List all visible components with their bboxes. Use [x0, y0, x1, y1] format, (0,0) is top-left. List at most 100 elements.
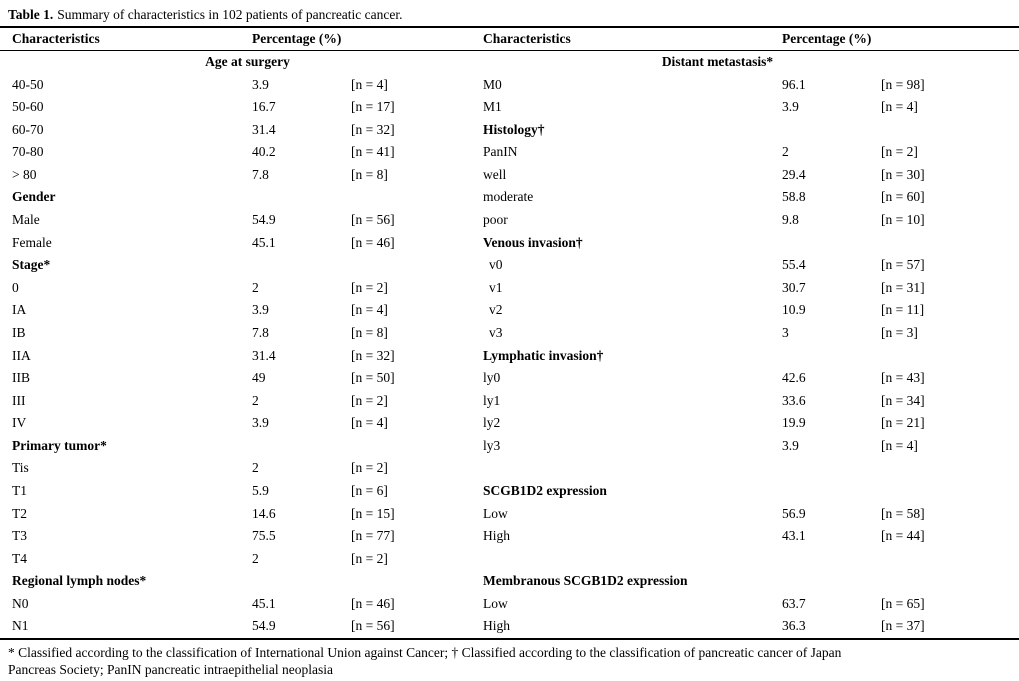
row-count: [n = 2] [351, 392, 388, 408]
row-percentage: 75.5 [252, 528, 276, 544]
row-empty [782, 457, 881, 480]
row-characteristic: Male [12, 212, 40, 228]
row-count: [n = 2] [351, 460, 388, 476]
row-percentage [252, 570, 351, 593]
table-row: 70-80 40.2 [n = 41] PanIN 2 [n = 2] [0, 141, 1019, 164]
table-row: 40-50 3.9 [n = 4] M0 96.1 [n = 98] [0, 74, 1019, 97]
row-percentage: 36.3 [782, 618, 806, 634]
row-count: [n = 17] [351, 99, 395, 115]
header-spacer-right [881, 28, 1008, 50]
table-row: T2 14.6 [n = 15] Low 56.9 [n = 58] [0, 503, 1019, 526]
row-count: [n = 21] [881, 415, 925, 431]
row-count: [n = 4] [351, 415, 388, 431]
row-empty [483, 548, 782, 571]
row-count: [n = 60] [881, 189, 925, 205]
row-count: [n = 8] [351, 166, 388, 182]
row-characteristic: ly1 [483, 392, 501, 408]
row-characteristic: III [12, 392, 26, 408]
table-row: IV 3.9 [n = 4] ly2 19.9 [n = 21] [0, 412, 1019, 435]
row-characteristic: 60-70 [12, 121, 44, 137]
row-characteristic: T2 [12, 505, 27, 521]
row-count: [n = 3] [881, 324, 918, 340]
row-percentage: 7.8 [252, 166, 269, 182]
row-percentage [252, 435, 351, 458]
table-row: Male 54.9 [n = 56] poor 9.8 [n = 10] [0, 209, 1019, 232]
table-row: IIB 49 [n = 50] ly0 42.6 [n = 43] [0, 367, 1019, 390]
row-percentage: 29.4 [782, 166, 806, 182]
table-row: III 2 [n = 2] ly1 33.6 [n = 34] [0, 390, 1019, 413]
row-percentage: 3.9 [252, 76, 269, 92]
row-percentage [782, 232, 881, 255]
row-count [881, 119, 1008, 142]
row-percentage: 58.8 [782, 189, 806, 205]
row-percentage: 96.1 [782, 76, 806, 92]
table-row: IIA 31.4 [n = 32] Lymphatic invasion† [0, 345, 1019, 368]
row-characteristic: > 80 [12, 166, 37, 182]
row-count [351, 435, 483, 458]
row-count: [n = 50] [351, 370, 395, 386]
row-count [881, 480, 1008, 503]
row-percentage: 63.7 [782, 595, 806, 611]
row-percentage: 49 [252, 370, 266, 386]
row-characteristic: v3 [489, 324, 503, 340]
row-count: [n = 31] [881, 279, 925, 295]
row-percentage [252, 254, 351, 277]
row-characteristic: T1 [12, 482, 27, 498]
header-left-percentage: Percentage (%) [252, 31, 342, 46]
row-characteristic: Regional lymph nodes* [12, 573, 147, 589]
row-characteristic: 0 [12, 279, 19, 295]
row-characteristic: poor [483, 212, 508, 228]
section-header: Age at surgery [205, 54, 290, 69]
row-percentage: 45.1 [252, 234, 276, 250]
row-percentage: 31.4 [252, 347, 276, 363]
row-count: [n = 65] [881, 595, 925, 611]
row-count [881, 570, 1008, 593]
row-characteristic: M0 [483, 76, 502, 92]
row-percentage: 30.7 [782, 279, 806, 295]
row-characteristic: IA [12, 302, 27, 318]
row-percentage: 55.4 [782, 257, 806, 273]
header-spacer-left [351, 28, 483, 50]
table-row: N1 54.9 [n = 56] High 36.3 [n = 37] [0, 615, 1019, 638]
table-row: > 80 7.8 [n = 8] well 29.4 [n = 30] [0, 164, 1019, 187]
row-characteristic: well [483, 166, 507, 182]
row-count: [n = 2] [351, 550, 388, 566]
table-row: IA 3.9 [n = 4] v2 10.9 [n = 11] [0, 299, 1019, 322]
row-characteristic: N1 [12, 618, 29, 634]
row-characteristic: 50-60 [12, 99, 44, 115]
section-header: Distant metastasis* [661, 54, 774, 69]
row-percentage: 19.9 [782, 415, 806, 431]
row-characteristic: ly2 [483, 415, 501, 431]
row-count: [n = 98] [881, 76, 925, 92]
row-count [351, 570, 483, 593]
row-characteristic: IIA [12, 347, 31, 363]
row-count: [n = 4] [881, 437, 918, 453]
row-percentage: 56.9 [782, 505, 806, 521]
row-percentage: 3.9 [782, 437, 799, 453]
row-percentage: 10.9 [782, 302, 806, 318]
row-percentage: 9.8 [782, 212, 799, 228]
row-percentage: 2 [252, 279, 259, 295]
row-characteristic: ly0 [483, 370, 501, 386]
row-percentage: 54.9 [252, 618, 276, 634]
row-percentage [782, 480, 881, 503]
row-characteristic: ly3 [483, 437, 501, 453]
row-count: [n = 15] [351, 505, 395, 521]
table-row: 0 2 [n = 2] v1 30.7 [n = 31] [0, 277, 1019, 300]
row-characteristic: v2 [489, 302, 503, 318]
row-percentage: 3 [782, 324, 789, 340]
row-characteristic: Tis [12, 460, 29, 476]
table-title: Table 1. Summary of characteristics in 10… [0, 0, 1019, 28]
row-count: [n = 56] [351, 212, 395, 228]
row-count: [n = 44] [881, 528, 925, 544]
table-row: Tis 2 [n = 2] [0, 457, 1019, 480]
row-count: [n = 2] [881, 144, 918, 160]
table-title-number: Table 1. [8, 7, 54, 22]
row-percentage: 5.9 [252, 482, 269, 498]
row-characteristic: 40-50 [12, 76, 44, 92]
table-row: Primary tumor* ly3 3.9 [n = 4] [0, 435, 1019, 458]
row-percentage [782, 119, 881, 142]
row-count [351, 186, 483, 209]
row-characteristic: N0 [12, 595, 29, 611]
row-percentage [782, 570, 881, 593]
